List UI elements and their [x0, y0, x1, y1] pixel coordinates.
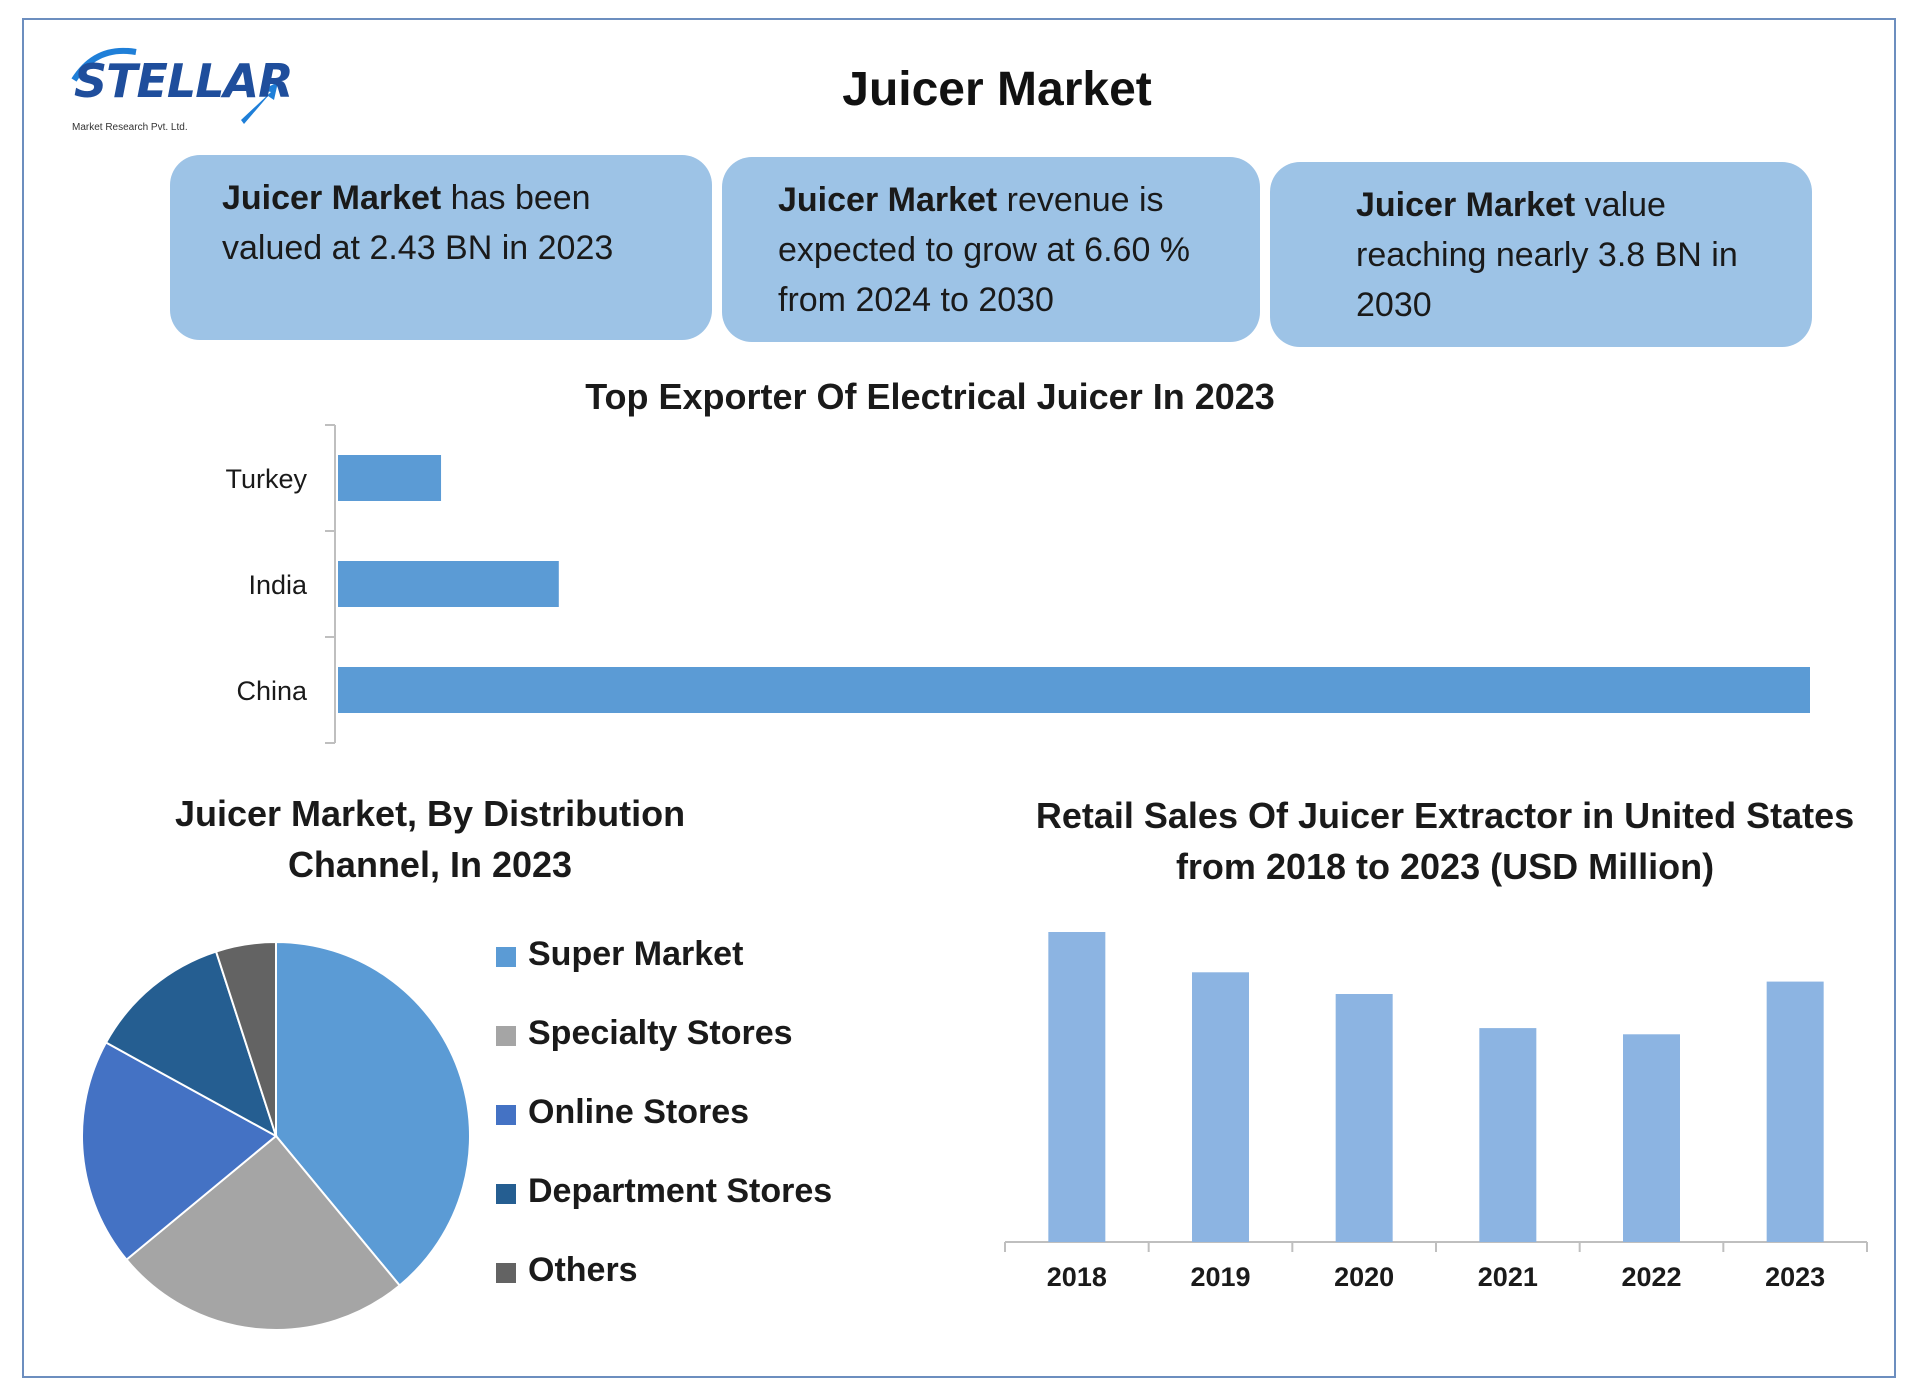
legend-label: Super Market [528, 935, 744, 973]
exporter-bar-chart: Turkey India China [225, 424, 1810, 744]
stat-box-text: value reaching nearly 3.8 BN in 2030 [1356, 186, 1738, 324]
legend-swatch [496, 1184, 516, 1204]
distribution-chart-title: Juicer Market, By Distribution Channel, … [174, 793, 686, 885]
retail-bar-chart: 2018 2019 2020 2021 2022 2023 [1004, 932, 1868, 1292]
legend-swatch [496, 1026, 516, 1046]
pie-slice [125, 1134, 402, 1330]
stat-box-bold: Juicer Market [778, 181, 998, 219]
stellar-logo: STELLAR Market Research Pvt. Ltd. [66, 40, 296, 140]
pie-slice [81, 1041, 278, 1262]
retail-year-label: 2023 [1765, 1262, 1825, 1292]
legend-label: Online Stores [528, 1093, 750, 1131]
retail-bar [1192, 972, 1249, 1242]
logo-swoosh-icon [71, 47, 278, 124]
distribution-pie-chart [81, 940, 470, 1330]
exporter-category-label: Turkey [225, 464, 307, 494]
exporter-chart-title: Top Exporter Of Electrical Juicer In 202… [585, 376, 1275, 417]
legend-label: Specialty Stores [528, 1014, 793, 1052]
stat-box-text: has been valued at 2.43 BN in 2023 [222, 179, 614, 267]
logo-brand: STELLAR [74, 54, 294, 108]
pie-slice [214, 940, 277, 1137]
exporter-category-label: India [248, 570, 308, 600]
retail-year-label: 2018 [1047, 1262, 1107, 1292]
exporter-bar [338, 455, 442, 501]
retail-bar [1766, 981, 1824, 1242]
legend-label: Department Stores [528, 1172, 833, 1210]
retail-year-label: 2021 [1478, 1262, 1538, 1292]
legend-swatch [496, 1263, 516, 1283]
legend-swatch [496, 1105, 516, 1125]
exporter-category-label: China [236, 676, 308, 706]
stat-box-valuation: Juicer Market has been valued at 2.43 BN… [170, 155, 712, 340]
logo-tagline: Market Research Pvt. Ltd. [72, 122, 188, 133]
stat-box-bold: Juicer Market [222, 179, 442, 217]
pie-slice [104, 950, 278, 1139]
retail-bar [1623, 1034, 1680, 1242]
retail-chart-title: Retail Sales Of Juicer Extractor in Unit… [1035, 795, 1855, 887]
pie-slice [275, 940, 470, 1287]
retail-year-label: 2020 [1334, 1262, 1394, 1292]
retail-year-label: 2019 [1190, 1262, 1250, 1292]
infographic-frame [22, 18, 1896, 1378]
legend-label: Others [528, 1251, 638, 1289]
page-title: Juicer Market [842, 63, 1152, 116]
retail-bar [1048, 932, 1106, 1242]
stat-box-growth: Juicer Market revenue is expected to gro… [722, 157, 1260, 342]
stat-box-bold: Juicer Market [1356, 186, 1576, 224]
retail-bar [1479, 1028, 1537, 1242]
stat-box-text: revenue is expected to grow at 6.60 % fr… [778, 181, 1191, 319]
retail-year-label: 2022 [1621, 1262, 1681, 1292]
retail-bar [1335, 994, 1393, 1242]
exporter-bar [338, 561, 559, 607]
legend-swatch [496, 947, 516, 967]
exporter-bar [338, 667, 1810, 713]
stat-box-forecast: Juicer Market value reaching nearly 3.8 … [1270, 162, 1812, 347]
